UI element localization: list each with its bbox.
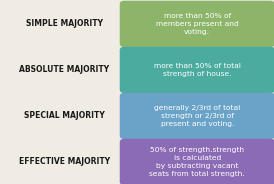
FancyBboxPatch shape — [120, 47, 274, 93]
Text: generally 2/3rd of total
strength or 2/3rd of
present and voting.: generally 2/3rd of total strength or 2/3… — [154, 105, 240, 127]
FancyBboxPatch shape — [120, 93, 274, 139]
Text: EFFECTIVE MAJORITY: EFFECTIVE MAJORITY — [19, 157, 110, 165]
Text: more than 50% of total
strength of house.: more than 50% of total strength of house… — [154, 63, 241, 77]
Text: ABSOLUTE MAJORITY: ABSOLUTE MAJORITY — [19, 65, 109, 73]
FancyBboxPatch shape — [120, 1, 274, 47]
FancyBboxPatch shape — [120, 139, 274, 184]
Text: more than 50% of
members present and
voting.: more than 50% of members present and vot… — [156, 13, 239, 35]
Text: 50% of strength.strength
is calculated
by subtracting vacant
seats from total st: 50% of strength.strength is calculated b… — [149, 147, 245, 176]
Text: SPECIAL MAJORITY: SPECIAL MAJORITY — [24, 111, 105, 119]
Text: SIMPLE MAJORITY: SIMPLE MAJORITY — [26, 19, 103, 27]
